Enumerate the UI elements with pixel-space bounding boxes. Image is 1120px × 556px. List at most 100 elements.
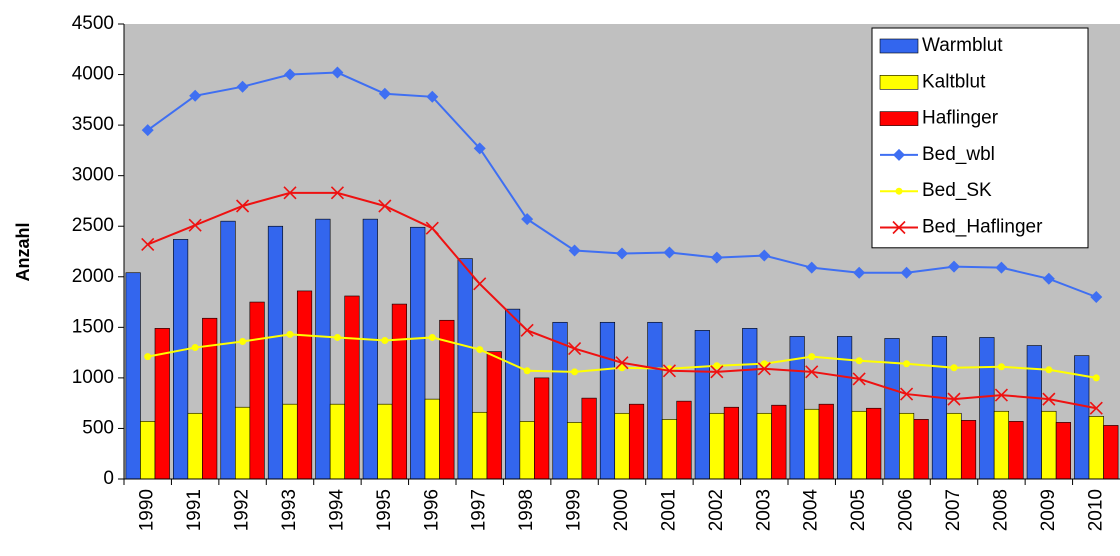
bar <box>457 258 473 480</box>
line-marker <box>760 360 768 368</box>
line-marker <box>710 365 724 379</box>
line-marker <box>950 364 958 372</box>
line-marker <box>333 333 341 341</box>
y-tick-label: 2500 <box>72 215 114 236</box>
line-marker <box>903 360 911 368</box>
bar <box>804 408 820 480</box>
bar <box>505 308 521 480</box>
bar <box>647 321 663 480</box>
line-marker <box>236 199 250 213</box>
x-tick-label: 1994 <box>326 489 347 532</box>
bar <box>234 406 251 480</box>
line-marker <box>141 124 154 137</box>
line-marker <box>331 66 344 79</box>
line-marker <box>1042 272 1055 285</box>
line-marker <box>997 363 1005 371</box>
y-tick-label: 1500 <box>72 316 114 337</box>
line-marker <box>1045 366 1053 374</box>
legend-label: Haflinger <box>922 108 999 129</box>
bar <box>818 403 834 480</box>
bar <box>329 403 346 480</box>
line-marker <box>853 266 866 279</box>
x-tick-label: 2002 <box>706 489 727 531</box>
line-marker <box>283 186 297 200</box>
bar <box>993 410 1010 480</box>
bar <box>282 403 298 480</box>
bar <box>566 422 583 480</box>
bar <box>472 411 488 480</box>
line-marker <box>571 368 579 376</box>
line-marker <box>473 142 486 155</box>
x-tick-label: 2009 <box>1038 489 1059 531</box>
line-marker <box>189 89 202 102</box>
line-marker <box>994 388 1008 402</box>
bar <box>249 301 265 480</box>
line-marker <box>286 330 294 338</box>
bar <box>377 403 393 480</box>
x-tick-label: 1992 <box>232 489 253 531</box>
bar <box>913 419 929 480</box>
line-marker <box>805 365 819 379</box>
bar <box>676 400 692 480</box>
bar <box>391 303 407 480</box>
bar <box>410 226 426 480</box>
bar <box>628 403 645 480</box>
y-tick-label: 3000 <box>72 165 114 186</box>
x-tick-label: 1999 <box>564 489 585 531</box>
line-marker <box>615 356 629 370</box>
x-tick-label: 1990 <box>137 489 158 531</box>
line-marker <box>144 353 152 361</box>
bar <box>614 412 630 480</box>
bar <box>154 328 170 480</box>
y-tick-label: 3500 <box>72 114 114 135</box>
bar <box>851 410 867 480</box>
x-tick-label: 1995 <box>374 489 395 531</box>
line-marker <box>663 246 676 259</box>
line-marker <box>188 218 202 232</box>
x-tick-label: 1993 <box>279 489 300 531</box>
legend-box <box>871 27 1089 249</box>
legend-marker <box>895 187 903 195</box>
line-marker <box>476 346 484 354</box>
line-marker <box>947 392 961 406</box>
bar <box>140 421 156 480</box>
legend-label: Bed_Haflinger <box>922 217 1043 238</box>
line-marker <box>758 249 771 262</box>
bar <box>362 218 378 480</box>
x-tick-label: 2004 <box>801 489 822 532</box>
line-marker <box>378 199 392 213</box>
bar <box>1088 416 1104 480</box>
x-tick-label: 2003 <box>753 489 774 531</box>
y-tick-label: 0 <box>103 468 114 489</box>
bar <box>931 336 948 480</box>
x-tick-label: 2010 <box>1085 489 1106 531</box>
bar <box>125 272 141 480</box>
bar <box>884 338 900 480</box>
bar <box>296 290 313 480</box>
bar <box>866 407 882 480</box>
line-marker <box>1042 392 1056 406</box>
line-marker <box>995 261 1008 274</box>
line-marker <box>852 372 866 386</box>
line-marker <box>757 362 771 376</box>
line-marker <box>808 353 816 361</box>
line-marker <box>473 277 487 291</box>
line-marker <box>330 186 344 200</box>
bar <box>742 328 758 480</box>
line-marker <box>141 237 155 251</box>
bar <box>519 421 535 480</box>
bar <box>1008 421 1024 480</box>
bar <box>424 398 440 480</box>
line-marker <box>855 357 863 365</box>
line-marker <box>900 387 914 401</box>
bar <box>1041 410 1057 480</box>
x-tick-label: 2000 <box>611 489 632 531</box>
y-tick-label: 1000 <box>72 367 114 388</box>
line-marker <box>568 244 581 257</box>
line-marker <box>236 80 249 93</box>
bar <box>960 420 977 480</box>
bar <box>1055 422 1071 480</box>
legend-swatch <box>879 75 919 90</box>
